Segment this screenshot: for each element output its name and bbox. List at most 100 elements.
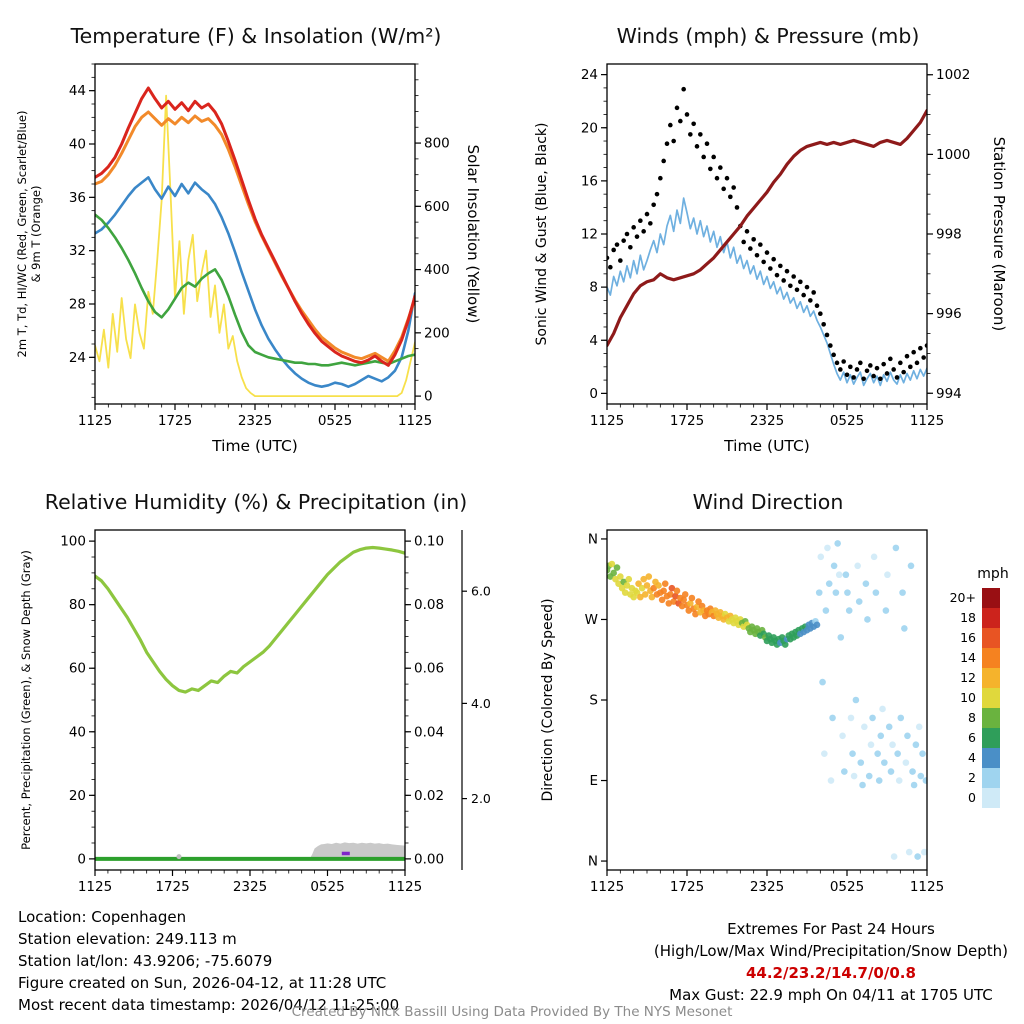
svg-text:28: 28 — [69, 297, 86, 313]
svg-text:36: 36 — [69, 190, 86, 206]
svg-text:1725: 1725 — [155, 879, 189, 895]
svg-text:24: 24 — [581, 67, 598, 83]
svg-text:0.08: 0.08 — [414, 597, 444, 613]
svg-text:N: N — [588, 531, 598, 547]
svg-text:20: 20 — [69, 788, 86, 804]
svg-text:1125: 1125 — [590, 879, 624, 895]
svg-text:1125: 1125 — [388, 879, 422, 895]
svg-text:0525: 0525 — [830, 413, 864, 429]
station-location: Location: Copenhagen — [18, 908, 187, 926]
recent-data-timestamp: Most recent data timestamp: 2026/04/12 1… — [18, 996, 400, 1014]
humidity-chart-title: Relative Humidity (%) & Precipitation (i… — [44, 490, 468, 514]
svg-text:100: 100 — [60, 534, 86, 550]
station-latlon: Station lat/lon: 43.9206; -75.6079 — [18, 952, 273, 970]
svg-text:1125: 1125 — [398, 413, 432, 429]
svg-text:1725: 1725 — [158, 413, 192, 429]
svg-text:400: 400 — [424, 262, 450, 278]
svg-text:16: 16 — [581, 173, 598, 189]
svg-text:12: 12 — [960, 670, 976, 685]
figure-created-timestamp: Figure created on Sun, 2026-04-12, at 11… — [18, 974, 387, 992]
station-info-block: Location: Copenhagen Station elevation: … — [18, 906, 399, 1016]
svg-text:1125: 1125 — [910, 413, 944, 429]
extremes-block: Extremes For Past 24 Hours (High/Low/Max… — [654, 918, 1008, 1006]
svg-text:44: 44 — [69, 83, 86, 99]
temperature-chart-canvas: 1125 1725 2325 0525 1125 Time (UTC) 24 28 32 36 40… — [15, 63, 482, 455]
svg-text:20+: 20+ — [950, 590, 976, 605]
svg-text:1125: 1125 — [78, 413, 112, 429]
svg-text:Direction (Colored By Speed): Direction (Colored By Speed) — [540, 598, 556, 801]
svg-text:16: 16 — [960, 630, 976, 645]
svg-text:10: 10 — [960, 690, 976, 705]
svg-text:60: 60 — [69, 661, 86, 677]
svg-text:2325: 2325 — [750, 879, 784, 895]
svg-text:0.06: 0.06 — [414, 661, 444, 677]
svg-text:6.0: 6.0 — [471, 584, 491, 599]
svg-text:80: 80 — [69, 597, 86, 613]
svg-text:0525: 0525 — [830, 879, 864, 895]
svg-text:200: 200 — [424, 325, 450, 341]
svg-text:2325: 2325 — [233, 879, 267, 895]
svg-text:Percent, Precipitation (Green): Percent, Precipitation (Green), & Snow D… — [19, 550, 33, 850]
svg-text:14: 14 — [960, 650, 976, 665]
extremes-values: 44.2/23.2/14.7/0/0.8 — [745, 964, 916, 982]
svg-text:1000: 1000 — [936, 147, 970, 163]
svg-text:Time (UTC): Time (UTC) — [723, 437, 810, 455]
svg-text:1002: 1002 — [936, 67, 970, 83]
svg-text:6: 6 — [968, 730, 976, 745]
svg-text:S: S — [589, 693, 598, 709]
svg-text:0.10: 0.10 — [414, 534, 444, 550]
wind-direction-chart-canvas: 1125 1725 2325 0525 1125 N W S E N Direction (Colo… — [540, 529, 1009, 895]
svg-text:0: 0 — [589, 386, 598, 402]
svg-text:2m T, Td, HI/WC (Red, Green, S: 2m T, Td, HI/WC (Red, Green, Scarlet/Blu… — [15, 111, 29, 358]
svg-text:996: 996 — [936, 306, 962, 322]
extremes-title: Extremes For Past 24 Hours — [727, 920, 935, 938]
svg-text:18: 18 — [960, 610, 976, 625]
svg-text:40: 40 — [69, 137, 86, 153]
panel-temperature-insolation: Temperature (F) & Insolation (W/m²) 1125… — [0, 6, 512, 476]
svg-text:24: 24 — [69, 350, 86, 366]
max-gust-line: Max Gust: 22.9 mph On 04/11 at 1705 UTC — [669, 986, 993, 1004]
svg-text:1725: 1725 — [670, 413, 704, 429]
svg-text:4: 4 — [968, 750, 976, 765]
svg-text:1125: 1125 — [78, 879, 112, 895]
credit-line: Created By Nick Bassill Using Data Provi… — [291, 1004, 733, 1020]
svg-text:32: 32 — [69, 243, 86, 259]
svg-text:0.02: 0.02 — [414, 788, 444, 804]
svg-text:998: 998 — [936, 227, 962, 243]
humidity-chart-canvas: 1125 1725 2325 0525 1125 0 20 40 60 80 100 Percent,… — [19, 529, 491, 895]
svg-text:0525: 0525 — [310, 879, 344, 895]
svg-text:8: 8 — [589, 280, 598, 296]
svg-text:Station Pressure (Maroon): Station Pressure (Maroon) — [990, 137, 1008, 331]
svg-text:Time (UTC): Time (UTC) — [211, 437, 298, 455]
wind-direction-chart-title: Wind Direction — [692, 490, 844, 514]
svg-text:0.04: 0.04 — [414, 724, 444, 740]
svg-text:& 9m T (Orange): & 9m T (Orange) — [29, 186, 43, 283]
panel-humidity-precip: Relative Humidity (%) & Precipitation (i… — [0, 480, 512, 910]
svg-text:Sonic Wind & Gust (Blue, Black: Sonic Wind & Gust (Blue, Black) — [534, 122, 550, 345]
svg-text:2325: 2325 — [238, 413, 272, 429]
svg-text:mph: mph — [977, 566, 1008, 582]
svg-text:0: 0 — [77, 851, 86, 867]
svg-text:800: 800 — [424, 136, 450, 152]
extremes-subtitle: (High/Low/Max Wind/Precipitation/Snow De… — [653, 942, 1008, 960]
svg-text:4.0: 4.0 — [471, 696, 491, 711]
svg-text:0525: 0525 — [318, 413, 352, 429]
svg-text:E: E — [589, 773, 598, 789]
svg-text:1725: 1725 — [670, 879, 704, 895]
svg-text:4: 4 — [589, 333, 598, 349]
svg-text:12: 12 — [581, 227, 598, 243]
svg-text:40: 40 — [69, 724, 86, 740]
svg-text:N: N — [588, 854, 598, 870]
panel-winds-pressure: Winds (mph) & Pressure (mb) 1125 1725 2325… — [512, 6, 1024, 476]
svg-text:994: 994 — [936, 386, 962, 402]
svg-text:20: 20 — [581, 120, 598, 136]
station-elevation: Station elevation: 249.113 m — [18, 930, 237, 948]
svg-text:0: 0 — [424, 389, 433, 405]
svg-text:0.00: 0.00 — [414, 851, 444, 867]
svg-text:Solar Insolation (Yellow): Solar Insolation (Yellow) — [464, 145, 482, 324]
svg-text:1125: 1125 — [910, 879, 944, 895]
winds-chart-canvas: 1125 1725 2325 0525 1125 Time (UTC) 0 4 8 12 16 20 2… — [534, 63, 1008, 455]
temperature-chart-title: Temperature (F) & Insolation (W/m²) — [70, 24, 442, 48]
svg-text:1125: 1125 — [590, 413, 624, 429]
